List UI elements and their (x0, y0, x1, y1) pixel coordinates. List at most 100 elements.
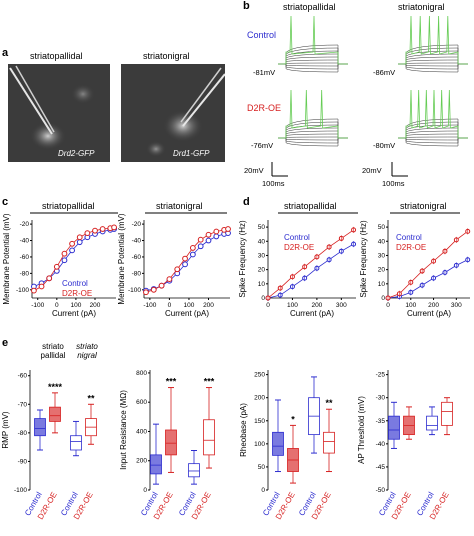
data-point (53, 263, 60, 270)
box (323, 431, 335, 454)
y-tick-label: -100 (128, 287, 141, 294)
significance-stars: ** (325, 398, 333, 408)
y-tick-label: 30 (258, 252, 266, 259)
data-point (182, 261, 188, 268)
panel-label-e: e (2, 337, 9, 349)
y-tick-label: -80 (20, 270, 30, 277)
significance-stars: *** (166, 377, 177, 387)
scale-t-2: 100ms (382, 179, 405, 188)
y-tick-label: -20 (132, 221, 142, 228)
series-line (145, 232, 229, 292)
scalebar-2 (391, 162, 408, 177)
x-tick-label: -100 (31, 302, 44, 309)
box (70, 435, 82, 451)
data-point (99, 226, 106, 232)
drd1-gfp-label: Drd1-GFP (173, 149, 210, 158)
data-point (158, 282, 165, 289)
box (388, 415, 400, 440)
y-tick-label: 30 (378, 252, 386, 259)
group-b-label: striato nigral (76, 342, 98, 360)
x-axis-label: Current (pA) (165, 309, 209, 318)
panel-b-control-label: Control (247, 30, 277, 40)
y-tick-label: -30 (376, 395, 386, 402)
y-tick-label: -40 (20, 238, 30, 245)
y-tick-label: -80 (18, 430, 28, 437)
data-point (197, 236, 204, 243)
panel-a-left-title: striatopallidal (30, 51, 83, 61)
trace-line (398, 63, 468, 70)
trace-line (398, 137, 468, 147)
significance-stars: **** (48, 382, 63, 392)
y-tick-label: 0 (381, 295, 385, 302)
y-tick-label: 50 (378, 224, 386, 231)
y-tick-label: 200 (254, 395, 265, 402)
trace-line (398, 136, 468, 139)
data-point (166, 276, 173, 283)
y-tick-label: -100 (14, 487, 27, 494)
trace-line (278, 62, 348, 65)
y-tick-label: 0 (261, 487, 265, 494)
panel-d-title-2: striatonigral (400, 201, 447, 211)
scalebar-1 (271, 162, 288, 177)
y-tick-label: 10 (258, 281, 266, 288)
box (203, 419, 215, 456)
y-tick-label: 0 (261, 295, 265, 302)
trace-line (398, 137, 468, 144)
scale-v-1: 20mV (244, 166, 264, 175)
y-tick-label: 50 (258, 224, 266, 231)
y-tick-label: 0 (143, 487, 147, 494)
rmp-label-3: -76mV (251, 141, 274, 150)
y-tick-label: -20 (20, 221, 30, 228)
trace-pallidal-control (278, 15, 348, 73)
legend-control: Control (284, 233, 310, 242)
panel-c-title-2: striatonigral (156, 201, 203, 211)
y-tick-label: 150 (254, 418, 265, 425)
data-point (38, 283, 45, 290)
data-point (61, 250, 68, 257)
y-axis-label: Rheobase (pA) (239, 403, 248, 457)
data-point (197, 243, 204, 250)
x-tick-label: 300 (336, 302, 347, 309)
legend-d2r: D2R-OE (396, 243, 426, 252)
y-tick-label: -40 (376, 441, 386, 448)
box (272, 431, 284, 456)
x-axis-label: Current (pA) (407, 309, 451, 318)
y-tick-label: 20 (378, 267, 386, 274)
data-point (92, 227, 98, 234)
trace-nigral-control (398, 15, 468, 73)
y-tick-label: 800 (136, 370, 147, 377)
y-tick-label: 400 (136, 428, 147, 435)
y-axis-label: RMP (mV) (1, 411, 10, 449)
x-tick-label: 200 (203, 302, 214, 309)
x-tick-label: 100 (70, 302, 81, 309)
trace-line (398, 63, 468, 73)
data-point (76, 239, 83, 246)
box (188, 463, 200, 478)
x-tick-label: 0 (386, 302, 390, 309)
data-point (69, 240, 75, 247)
panel-label-a: a (2, 47, 9, 59)
panel-label-c: c (2, 196, 9, 208)
x-axis-label: Current (pA) (290, 309, 334, 318)
x-tick-label: 200 (311, 302, 322, 309)
x-axis-label: Current (pA) (52, 309, 96, 318)
drd2-gfp-label: Drd2-GFP (58, 149, 95, 158)
y-tick-label: -50 (376, 487, 386, 494)
y-tick-label: -40 (132, 238, 142, 245)
trace-line (398, 137, 468, 141)
panel-label-d: d (243, 196, 250, 208)
y-tick-label: -60 (132, 254, 142, 261)
y-tick-label: 250 (254, 372, 265, 379)
trace-nigral-d2r (398, 89, 468, 147)
micrograph-drd2: Drd2-GFP (8, 64, 110, 162)
x-tick-label: -100 (143, 302, 156, 309)
data-point (61, 257, 68, 264)
x-tick-label: 0 (55, 302, 59, 309)
trace-line (398, 62, 468, 65)
